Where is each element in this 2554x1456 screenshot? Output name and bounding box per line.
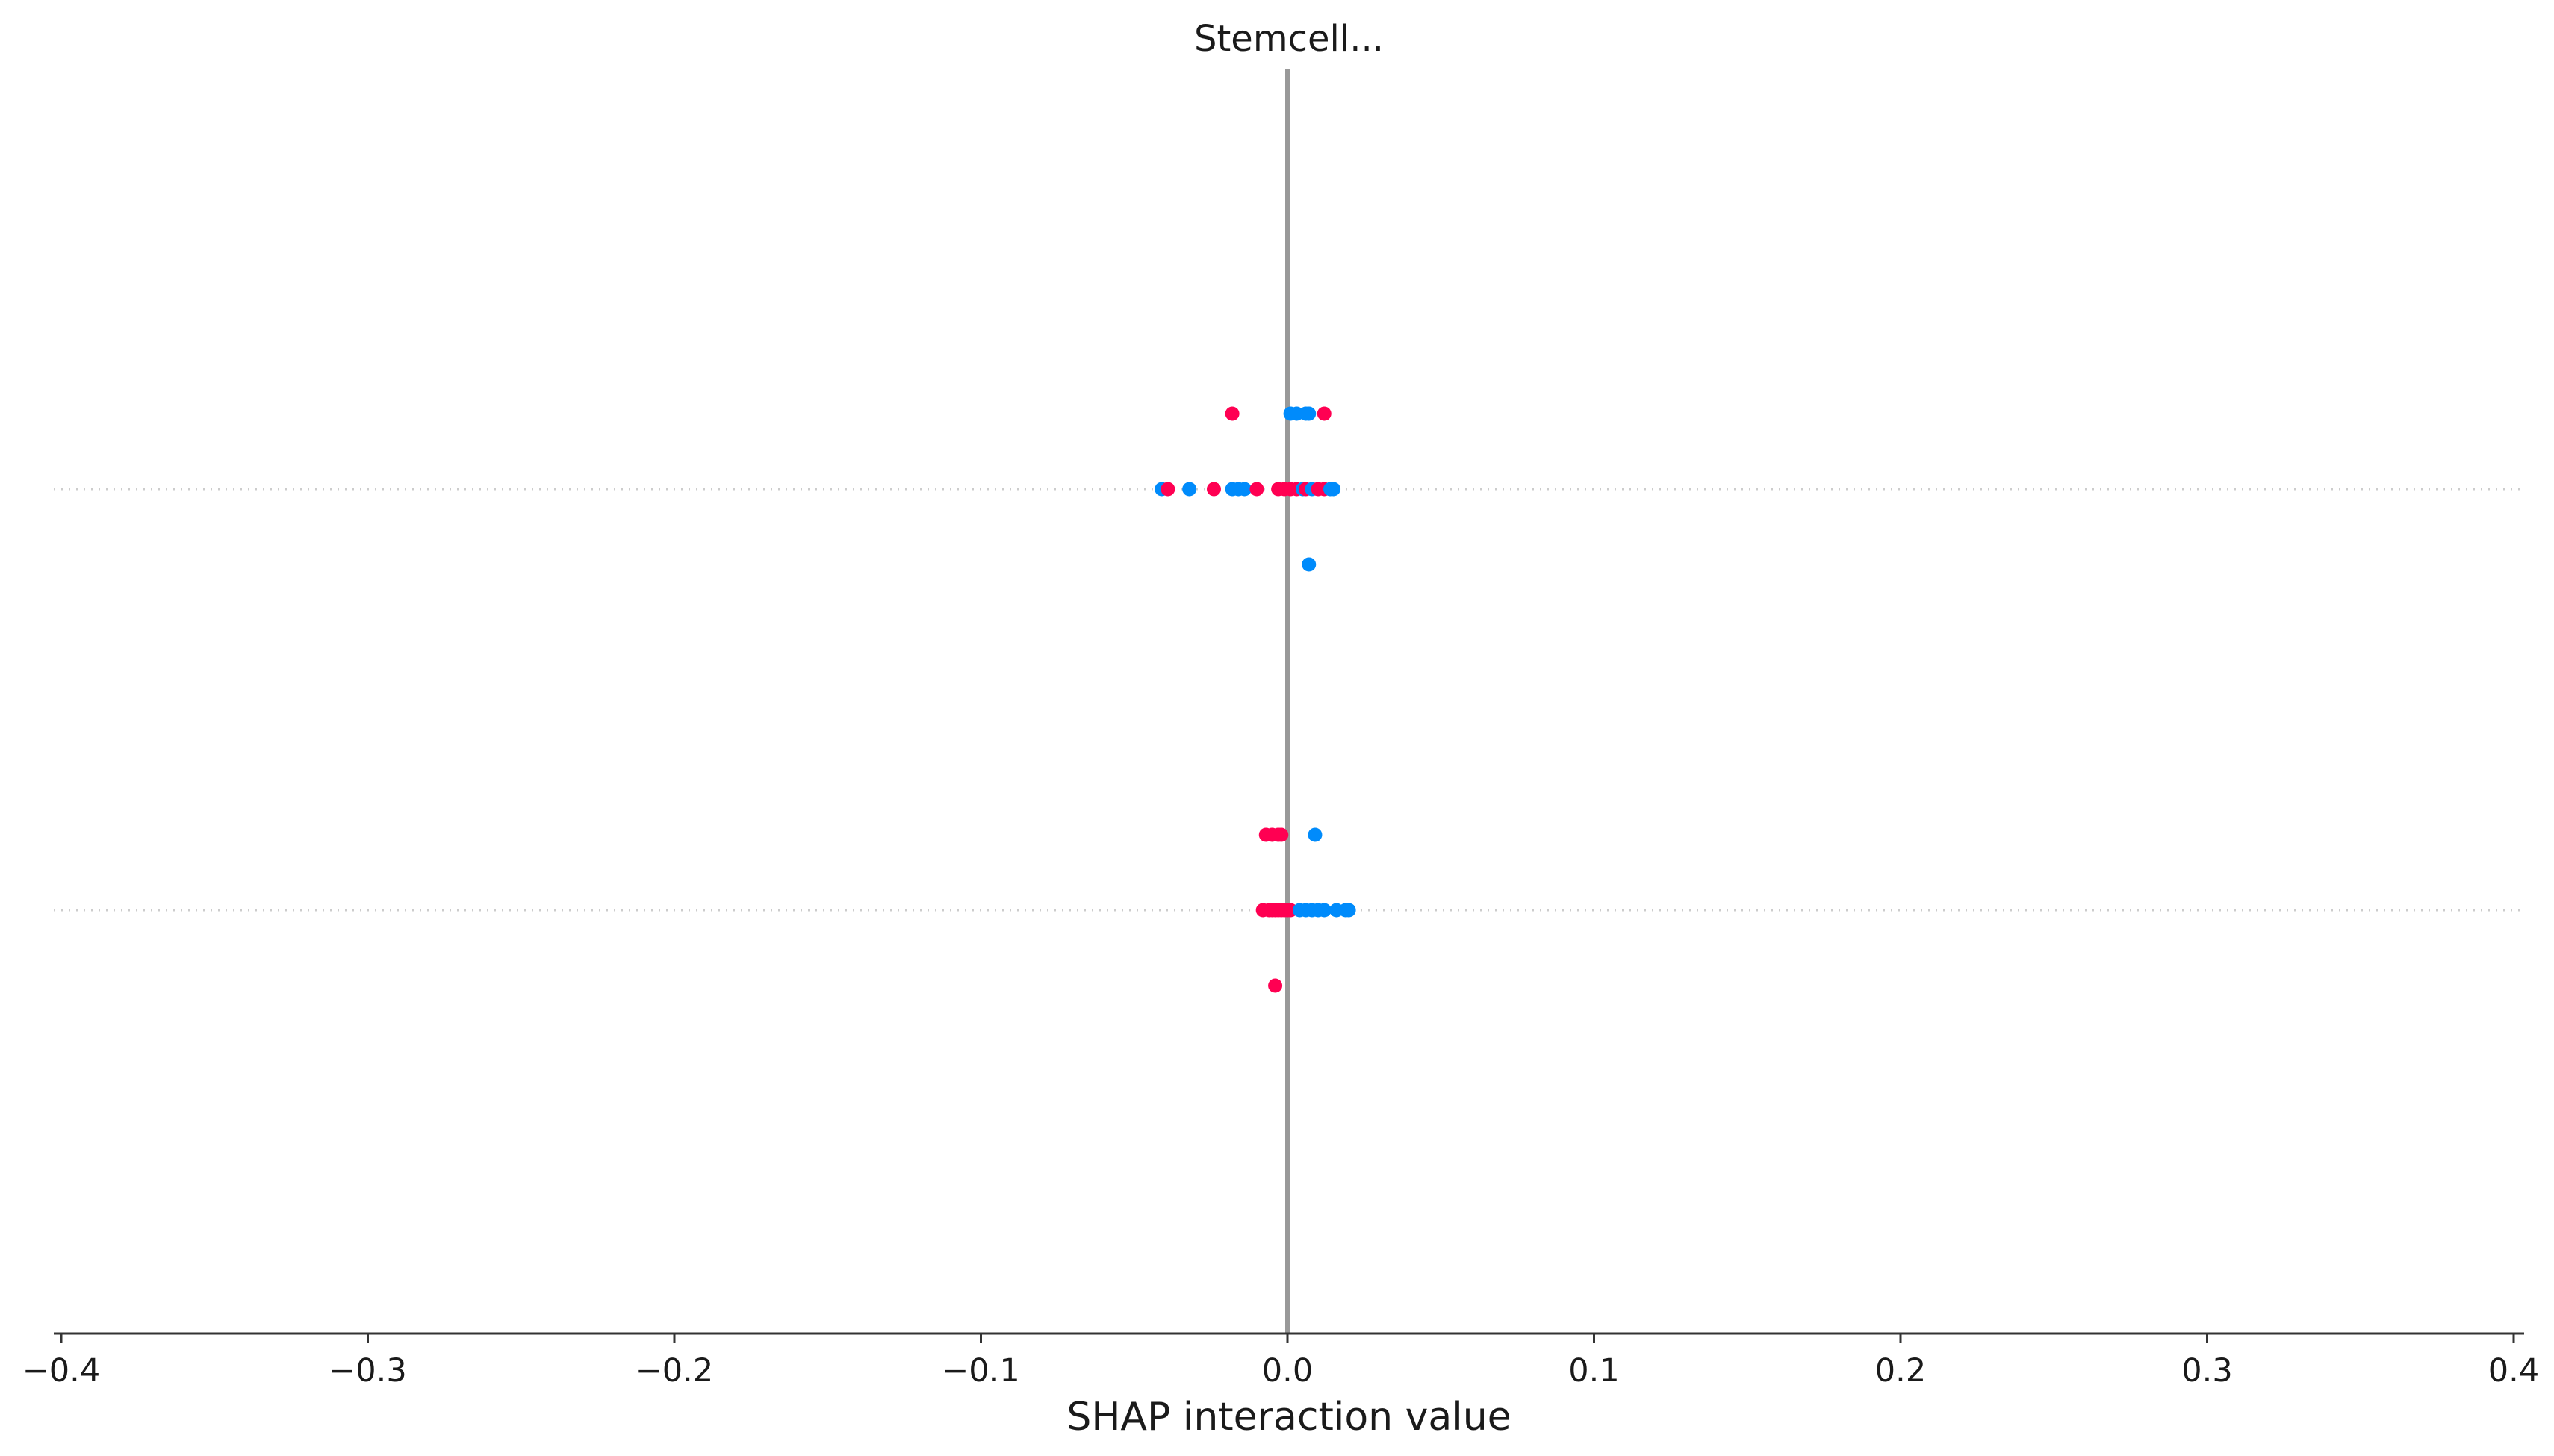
point-row1-9 [1206, 482, 1221, 497]
point-row1-4 [1302, 406, 1317, 421]
x-tick-label-4: 0.0 [1262, 1352, 1313, 1390]
x-tick-label-1: −0.3 [329, 1352, 406, 1390]
x-tick-label-3: −0.1 [942, 1352, 1019, 1390]
point-row2-3 [1274, 827, 1289, 842]
point-row1-0 [1225, 406, 1240, 421]
x-tick-label-2: −0.2 [636, 1352, 713, 1390]
x-tick-label-7: 0.3 [2181, 1352, 2232, 1390]
x-tick-label-5: 0.1 [1568, 1352, 1619, 1390]
point-row1-25 [1302, 557, 1317, 572]
chart-title: Stemcell... [1194, 18, 1384, 60]
point-row1-5 [1317, 406, 1332, 421]
point-row1-13 [1249, 482, 1264, 497]
point-row1-24 [1326, 482, 1341, 497]
point-row2-21 [1341, 903, 1356, 918]
point-row2-4 [1308, 827, 1323, 842]
x-axis-ticks: −0.4 −0.3 −0.2 −0.1 0.0 0.1 0.2 0.3 0.4 [22, 1334, 2539, 1390]
x-tick-label-8: 0.4 [2488, 1352, 2539, 1390]
row-guides [54, 488, 2524, 912]
point-row1-12 [1237, 482, 1252, 497]
point-row1-7 [1161, 482, 1175, 497]
point-row2-18 [1317, 903, 1332, 918]
point-row2-22 [1268, 978, 1283, 993]
x-tick-label-0: −0.4 [22, 1352, 100, 1390]
x-axis-title: SHAP interaction value [1066, 1395, 1511, 1440]
point-row1-8 [1182, 482, 1197, 497]
x-tick-label-6: 0.2 [1875, 1352, 1926, 1390]
points-layer [1155, 406, 1356, 993]
